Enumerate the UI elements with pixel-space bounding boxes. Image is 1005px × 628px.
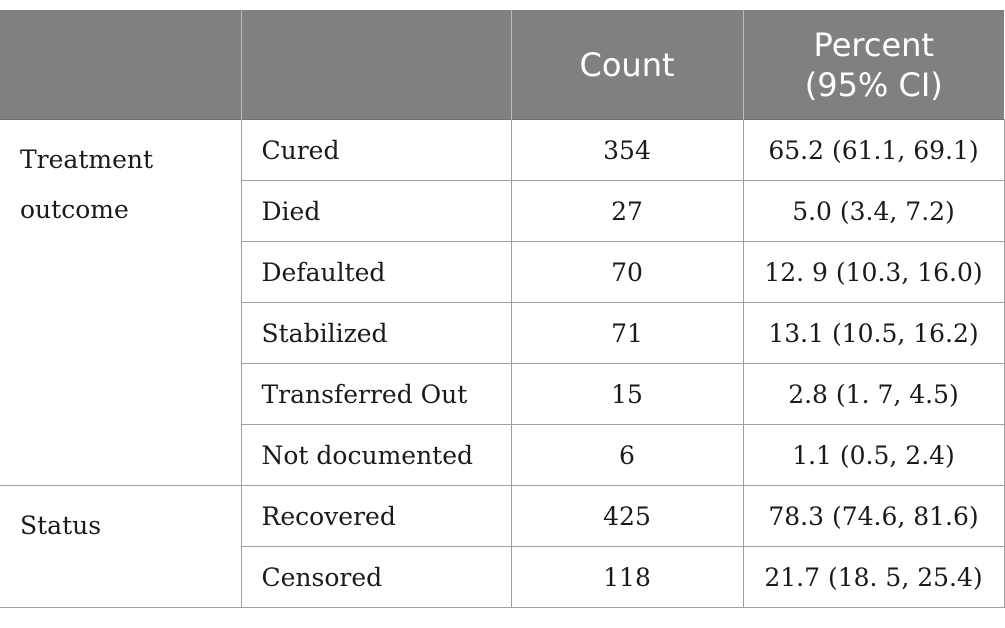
row-count: 15 — [510, 363, 744, 425]
table-row: Died 27 5.0 (3.4, 7.2) — [0, 180, 1005, 242]
row-count: 71 — [510, 302, 744, 364]
row-item: Not documented — [240, 424, 512, 486]
row-percent: 13.1 (10.5, 16.2) — [742, 302, 1005, 364]
header-item — [241, 10, 512, 120]
header-count: Count — [511, 10, 744, 120]
row-count: 70 — [510, 241, 744, 303]
row-count: 425 — [510, 485, 744, 547]
row-percent: 1.1 (0.5, 2.4) — [742, 424, 1005, 486]
row-item: Cured — [240, 119, 512, 181]
row-count: 6 — [510, 424, 744, 486]
row-count: 27 — [510, 180, 744, 242]
header-percent: Percent (95% CI) — [743, 10, 1004, 120]
row-percent: 78.3 (74.6, 81.6) — [742, 485, 1005, 547]
row-percent: 65.2 (61.1, 69.1) — [742, 119, 1005, 181]
header-percent-ci: (95% CI) — [804, 65, 943, 104]
row-count: 118 — [510, 546, 744, 608]
table-row: Not documented 6 1.1 (0.5, 2.4) — [0, 424, 1005, 486]
row-item: Recovered — [240, 485, 512, 547]
row-item: Censored — [240, 546, 512, 608]
row-percent: 2.8 (1. 7, 4.5) — [742, 363, 1005, 425]
outcome-table: Count Percent (95% CI) Treatment outcome… — [0, 10, 1005, 608]
table-row: Transferred Out 15 2.8 (1. 7, 4.5) — [0, 363, 1005, 425]
header-row: Count Percent (95% CI) — [0, 10, 1004, 120]
header-percent-label: Percent — [813, 25, 934, 64]
row-item: Stabilized — [240, 302, 512, 364]
row-percent: 12. 9 (10.3, 16.0) — [742, 241, 1005, 303]
row-percent: 21.7 (18. 5, 25.4) — [742, 546, 1005, 608]
header-category — [0, 10, 242, 120]
table-row: Status Recovered 425 78.3 (74.6, 81.6) — [0, 485, 1005, 608]
table-row: Treatment outcome Cured 354 65.2 (61.1, … — [0, 119, 1005, 486]
group-label-status: Status — [0, 485, 242, 608]
table-row: Censored 118 21.7 (18. 5, 25.4) — [0, 546, 1005, 608]
row-percent: 5.0 (3.4, 7.2) — [742, 180, 1005, 242]
row-item: Died — [240, 180, 512, 242]
outcome-table-container: Count Percent (95% CI) Treatment outcome… — [0, 10, 1005, 608]
group-label-treatment-outcome: Treatment outcome — [0, 119, 242, 486]
row-item: Transferred Out — [240, 363, 512, 425]
row-item: Defaulted — [240, 241, 512, 303]
row-count: 354 — [510, 119, 744, 181]
